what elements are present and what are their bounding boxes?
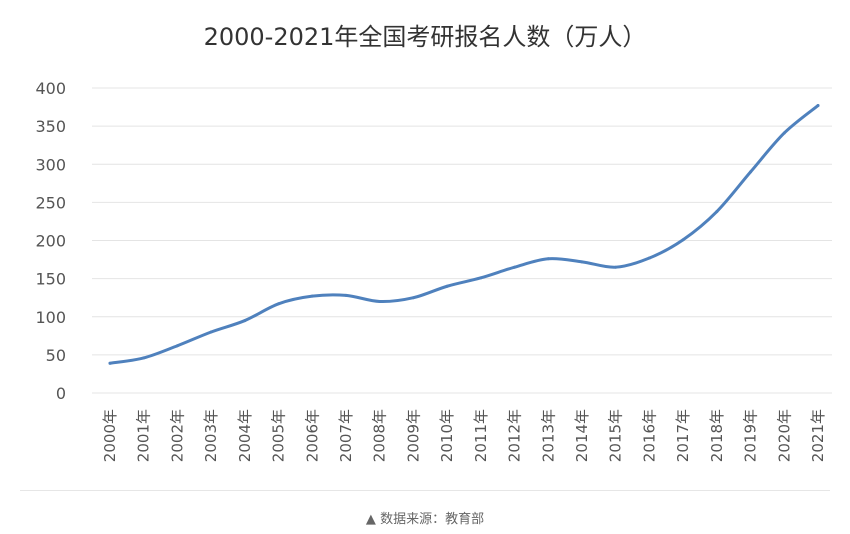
x-tick-label: 2019年 xyxy=(742,409,760,462)
data-point xyxy=(782,131,786,135)
data-point xyxy=(277,302,281,306)
data-point xyxy=(749,170,753,174)
x-tick-label: 2017年 xyxy=(674,409,692,462)
data-point xyxy=(614,265,618,269)
y-tick-label: 350 xyxy=(35,117,66,136)
data-point xyxy=(378,300,382,303)
x-tick-label: 2016年 xyxy=(640,409,658,462)
data-point xyxy=(175,344,179,348)
footer-divider xyxy=(20,490,830,491)
x-tick-label: 2003年 xyxy=(202,409,220,462)
source-text: 数据来源：教育部 xyxy=(380,512,485,527)
x-tick-label: 2013年 xyxy=(539,409,557,462)
x-tick-label: 2020年 xyxy=(775,409,793,462)
data-point xyxy=(310,294,314,298)
line-chart: 2000-2021年全国考研报名人数（万人） 0 50 100 150 200 250 30… xyxy=(35,23,832,462)
data-point xyxy=(209,330,213,334)
x-tick-label: 2000年 xyxy=(101,409,119,462)
data-point xyxy=(647,256,651,260)
y-tick-label: 50 xyxy=(46,346,66,365)
data-point xyxy=(445,284,449,288)
y-tick-label: 0 xyxy=(56,384,66,403)
y-tick-label: 300 xyxy=(35,155,66,174)
grid-lines xyxy=(92,87,832,394)
x-tick-label: 2006年 xyxy=(303,409,321,462)
y-tick-label: 100 xyxy=(35,308,66,327)
data-point xyxy=(243,319,247,323)
x-axis-ticks: 2000年 2001年 2002年 2003年 2004年 2005年 2006年 2007年… xyxy=(101,409,827,462)
series-line xyxy=(108,104,820,365)
y-tick-label: 200 xyxy=(35,232,66,251)
triangle-icon: ▲ xyxy=(365,512,376,527)
source-note: ▲ 数据来源：教育部 xyxy=(0,508,850,527)
x-tick-label: 2004年 xyxy=(236,409,254,462)
y-tick-label: 400 xyxy=(35,79,66,98)
x-tick-label: 2001年 xyxy=(135,409,153,462)
data-point xyxy=(546,257,550,261)
x-tick-label: 2007年 xyxy=(337,409,355,462)
data-point xyxy=(580,260,584,264)
y-axis-ticks: 0 50 100 150 200 250 300 350 400 xyxy=(35,79,66,403)
x-tick-label: 2012年 xyxy=(506,409,524,462)
y-tick-label: 150 xyxy=(35,270,66,289)
y-tick-label: 250 xyxy=(35,193,66,212)
x-tick-label: 2009年 xyxy=(404,409,422,462)
data-point xyxy=(108,361,112,365)
x-tick-label: 2005年 xyxy=(270,409,288,462)
data-point xyxy=(142,356,146,360)
x-tick-label: 2014年 xyxy=(573,409,591,462)
data-point xyxy=(411,296,415,300)
x-tick-label: 2002年 xyxy=(168,409,186,462)
data-point xyxy=(681,238,685,242)
chart-title: 2000-2021年全国考研报名人数（万人） xyxy=(204,23,647,51)
data-point xyxy=(344,293,348,297)
x-tick-label: 2021年 xyxy=(809,409,827,462)
x-tick-label: 2010年 xyxy=(438,409,456,462)
x-tick-label: 2015年 xyxy=(607,409,625,462)
x-tick-label: 2011年 xyxy=(472,409,490,462)
series-group xyxy=(108,104,820,365)
data-point xyxy=(513,265,517,269)
data-point xyxy=(479,276,483,280)
x-tick-label: 2008年 xyxy=(371,409,389,462)
data-point xyxy=(816,104,820,108)
data-point xyxy=(715,210,719,214)
x-tick-label: 2018年 xyxy=(708,409,726,462)
